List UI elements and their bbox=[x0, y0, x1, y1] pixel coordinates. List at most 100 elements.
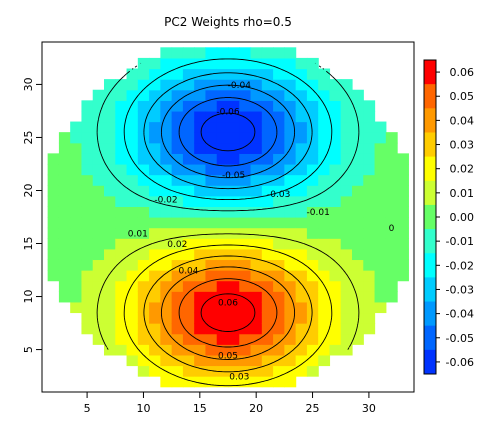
heatmap-cell bbox=[306, 344, 319, 356]
heatmap-cell bbox=[137, 270, 150, 282]
heatmap-cell bbox=[149, 248, 161, 261]
heatmap-cell bbox=[182, 121, 195, 133]
heatmap-cell bbox=[216, 354, 229, 367]
heatmap-cell bbox=[397, 185, 409, 197]
heatmap-cell bbox=[137, 153, 150, 165]
heatmap-cell bbox=[149, 195, 161, 207]
heatmap-cell bbox=[352, 153, 364, 165]
heatmap-cell bbox=[149, 312, 161, 324]
heatmap-cell bbox=[92, 132, 105, 144]
heatmap-cell bbox=[70, 163, 83, 176]
heatmap-cell bbox=[228, 57, 240, 70]
heatmap-cell bbox=[182, 100, 195, 112]
colorbar-tick-label: -0.06 bbox=[446, 356, 474, 369]
heatmap-cell bbox=[216, 344, 229, 356]
heatmap-cell bbox=[306, 163, 319, 176]
heatmap-cell bbox=[284, 376, 297, 388]
heatmap-cell bbox=[374, 227, 387, 239]
heatmap-cell bbox=[250, 153, 263, 165]
heatmap-cell bbox=[239, 312, 252, 324]
heatmap-cell bbox=[352, 100, 364, 112]
heatmap-cell bbox=[104, 163, 116, 176]
heatmap-cell bbox=[216, 68, 229, 80]
heatmap-cell bbox=[295, 227, 308, 239]
heatmap-cell bbox=[385, 142, 398, 154]
heatmap-cell bbox=[182, 376, 195, 388]
heatmap-cell bbox=[363, 185, 376, 197]
heatmap-cell bbox=[273, 132, 285, 144]
heatmap-cell bbox=[306, 238, 319, 250]
heatmap-cell bbox=[228, 47, 240, 59]
heatmap-cell bbox=[329, 312, 342, 324]
heatmap-cell bbox=[239, 333, 252, 345]
heatmap-cell bbox=[363, 153, 376, 165]
heatmap-cell bbox=[385, 195, 398, 207]
contour-label: -0.06 bbox=[216, 107, 240, 117]
heatmap-cell bbox=[115, 79, 128, 91]
heatmap-cell bbox=[318, 301, 331, 314]
heatmap-cell bbox=[284, 47, 297, 59]
heatmap-cell bbox=[295, 110, 308, 123]
heatmap-cell bbox=[340, 79, 353, 91]
heatmap-cell bbox=[70, 185, 83, 197]
heatmap-cell bbox=[306, 174, 319, 186]
heatmap-cell bbox=[228, 100, 240, 112]
heatmap-cell bbox=[228, 354, 240, 367]
heatmap-cell bbox=[385, 259, 398, 271]
heatmap-cell bbox=[261, 174, 274, 186]
heatmap-cell bbox=[329, 110, 342, 123]
heatmap-cell bbox=[104, 121, 116, 133]
heatmap-cell bbox=[194, 217, 207, 229]
heatmap-cell bbox=[228, 153, 240, 165]
heatmap-cell bbox=[149, 206, 161, 218]
heatmap-cell bbox=[216, 248, 229, 261]
heatmap-cell bbox=[228, 333, 240, 345]
heatmap-cell bbox=[250, 195, 263, 207]
heatmap-cell bbox=[194, 195, 207, 207]
heatmap-cell bbox=[228, 270, 240, 282]
heatmap-cell bbox=[329, 142, 342, 154]
heatmap-cell bbox=[329, 132, 342, 144]
heatmap-cell bbox=[228, 142, 240, 154]
heatmap-cell bbox=[126, 217, 139, 229]
heatmap-cell bbox=[137, 227, 150, 239]
heatmap-cell bbox=[318, 323, 331, 335]
heatmap-cell bbox=[306, 217, 319, 229]
heatmap-cell bbox=[352, 206, 364, 218]
heatmap-cell bbox=[295, 153, 308, 165]
heatmap-cell bbox=[58, 227, 71, 239]
heatmap-cell bbox=[363, 174, 376, 186]
heatmap-cell bbox=[126, 333, 139, 345]
heatmap-cell bbox=[340, 89, 353, 101]
heatmap-cell bbox=[160, 323, 173, 335]
heatmap-cell bbox=[306, 248, 319, 261]
heatmap-cell bbox=[250, 57, 263, 70]
heatmap-cell bbox=[58, 280, 71, 292]
heatmap-cell bbox=[216, 238, 229, 250]
heatmap-cell bbox=[306, 333, 319, 345]
heatmap-cell bbox=[385, 248, 398, 261]
heatmap-cell bbox=[228, 185, 240, 197]
heatmap-cell bbox=[205, 153, 218, 165]
heatmap-cell bbox=[149, 344, 161, 356]
heatmap-cell bbox=[126, 185, 139, 197]
heatmap-cell bbox=[160, 153, 173, 165]
heatmap-cell bbox=[92, 248, 105, 261]
heatmap-cell bbox=[115, 217, 128, 229]
heatmap-cell bbox=[284, 68, 297, 80]
heatmap-cell bbox=[137, 259, 150, 271]
heatmap-cell bbox=[171, 174, 184, 186]
heatmap-cell bbox=[250, 100, 263, 112]
heatmap-cell bbox=[194, 89, 207, 101]
heatmap-cell bbox=[329, 270, 342, 282]
heatmap-cell bbox=[194, 333, 207, 345]
heatmap-cell bbox=[160, 248, 173, 261]
heatmap-cell bbox=[182, 47, 195, 59]
heatmap-cell bbox=[273, 206, 285, 218]
heatmap-cell bbox=[182, 259, 195, 271]
heatmap-cell bbox=[352, 238, 364, 250]
heatmap-cell bbox=[58, 270, 71, 282]
heatmap-cell bbox=[92, 217, 105, 229]
heatmap-cell bbox=[318, 195, 331, 207]
heatmap-cell bbox=[115, 89, 128, 101]
